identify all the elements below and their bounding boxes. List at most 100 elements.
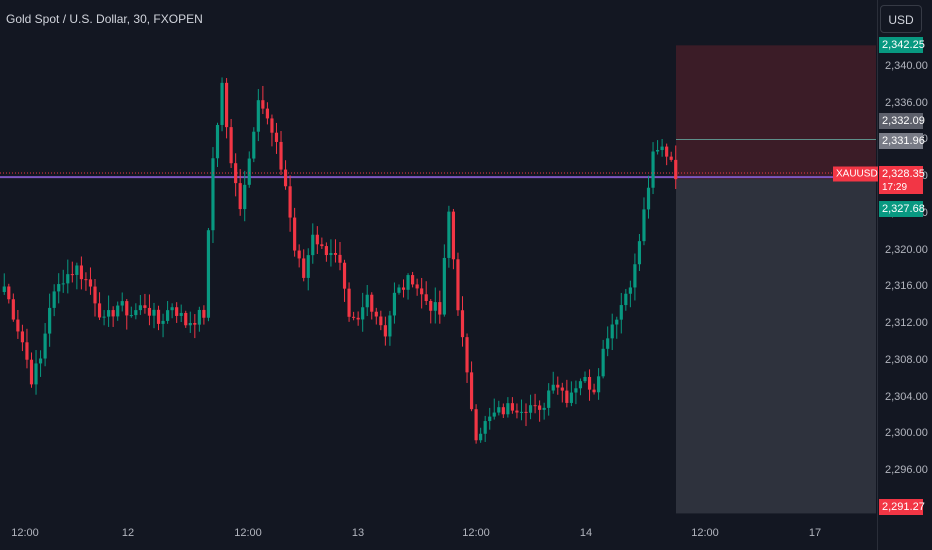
- candle: [7, 286, 11, 300]
- candle: [392, 292, 397, 316]
- candle: [633, 264, 637, 288]
- candle: [488, 416, 492, 422]
- candle: [587, 376, 592, 390]
- candle: [2, 286, 6, 293]
- candle: [669, 156, 673, 160]
- candle: [383, 325, 387, 337]
- candle: [637, 241, 642, 265]
- candle: [129, 315, 133, 317]
- candle: [184, 312, 188, 326]
- candle: [506, 403, 510, 415]
- candle: [152, 309, 156, 316]
- position-box: [676, 45, 876, 514]
- price-tick-label: 2,312.00: [885, 317, 928, 330]
- candle: [547, 390, 551, 408]
- candle: [170, 307, 174, 311]
- candle: [84, 279, 88, 281]
- candle: [601, 348, 605, 377]
- candle: [52, 291, 56, 308]
- candles: [2, 77, 678, 444]
- candle: [161, 320, 165, 324]
- candle: [597, 376, 601, 393]
- candle: [179, 312, 183, 316]
- candle: [297, 250, 301, 259]
- candle: [397, 287, 401, 293]
- bar-countdown: 17:29: [879, 181, 923, 194]
- candle: [451, 211, 456, 260]
- target-zone[interactable]: [676, 45, 876, 180]
- time-tick-label: 13: [351, 527, 365, 539]
- candle: [565, 390, 569, 403]
- currency-button[interactable]: USD: [880, 5, 922, 33]
- candle: [188, 322, 192, 326]
- candle: [16, 319, 20, 332]
- candle: [424, 294, 428, 302]
- candle: [479, 433, 483, 441]
- candle: [320, 244, 324, 247]
- time-tick-label: 17: [808, 527, 822, 539]
- time-tick-label: 12:00: [11, 527, 39, 539]
- candle: [193, 322, 197, 325]
- stop-zone[interactable]: [676, 179, 876, 514]
- candle: [469, 372, 474, 410]
- candle: [333, 253, 338, 255]
- candle: [528, 405, 533, 413]
- price-tick-label: 2,304.00: [885, 390, 928, 403]
- candle: [88, 279, 93, 287]
- candle: [655, 150, 660, 152]
- price-tick-label: 2,296.00: [885, 464, 928, 476]
- candle: [560, 387, 564, 391]
- candle: [515, 410, 519, 413]
- candle: [411, 275, 415, 285]
- candle: [606, 338, 610, 349]
- candle: [247, 158, 251, 185]
- candle: [651, 151, 655, 188]
- take-profit-tag: 2,342.25: [879, 37, 925, 53]
- candle: [102, 316, 106, 318]
- candle: [138, 305, 142, 311]
- candle: [660, 146, 664, 151]
- price-tick-label: 2,316.00: [885, 280, 928, 293]
- candle: [406, 275, 410, 290]
- candle: [542, 407, 546, 410]
- candle: [474, 409, 478, 441]
- candle: [401, 287, 406, 290]
- candle: [592, 389, 596, 393]
- candle: [206, 230, 211, 318]
- candle: [583, 376, 587, 382]
- candle: [211, 158, 215, 231]
- candle: [220, 82, 224, 125]
- candle: [619, 305, 623, 320]
- price-tick-label: 2,300.00: [885, 427, 928, 440]
- time-tick-label: 12:00: [462, 527, 490, 539]
- candle: [48, 307, 52, 334]
- candle: [365, 294, 369, 308]
- candle: [388, 315, 392, 337]
- candle: [57, 284, 61, 292]
- time-tick-label: 12:00: [234, 527, 262, 539]
- candle: [134, 310, 138, 316]
- candle: [215, 124, 220, 159]
- candle: [311, 234, 315, 256]
- time-tick-label: 12:00: [691, 527, 719, 539]
- candle: [356, 317, 360, 320]
- candle: [615, 319, 619, 325]
- candle: [497, 407, 501, 413]
- candle: [25, 342, 29, 360]
- candle: [578, 381, 583, 389]
- stop-loss-tag: 2,291.27: [879, 499, 925, 515]
- candle: [624, 293, 628, 306]
- candle: [302, 258, 306, 278]
- candle: [270, 118, 274, 133]
- candle: [524, 411, 528, 413]
- time-tick-label: 12: [121, 527, 135, 539]
- candle: [361, 307, 365, 320]
- candle: [175, 307, 179, 316]
- candle: [483, 421, 487, 434]
- candle: [11, 299, 15, 320]
- candle: [533, 405, 537, 407]
- candle: [20, 331, 25, 343]
- candle: [438, 302, 442, 315]
- candle: [75, 265, 79, 275]
